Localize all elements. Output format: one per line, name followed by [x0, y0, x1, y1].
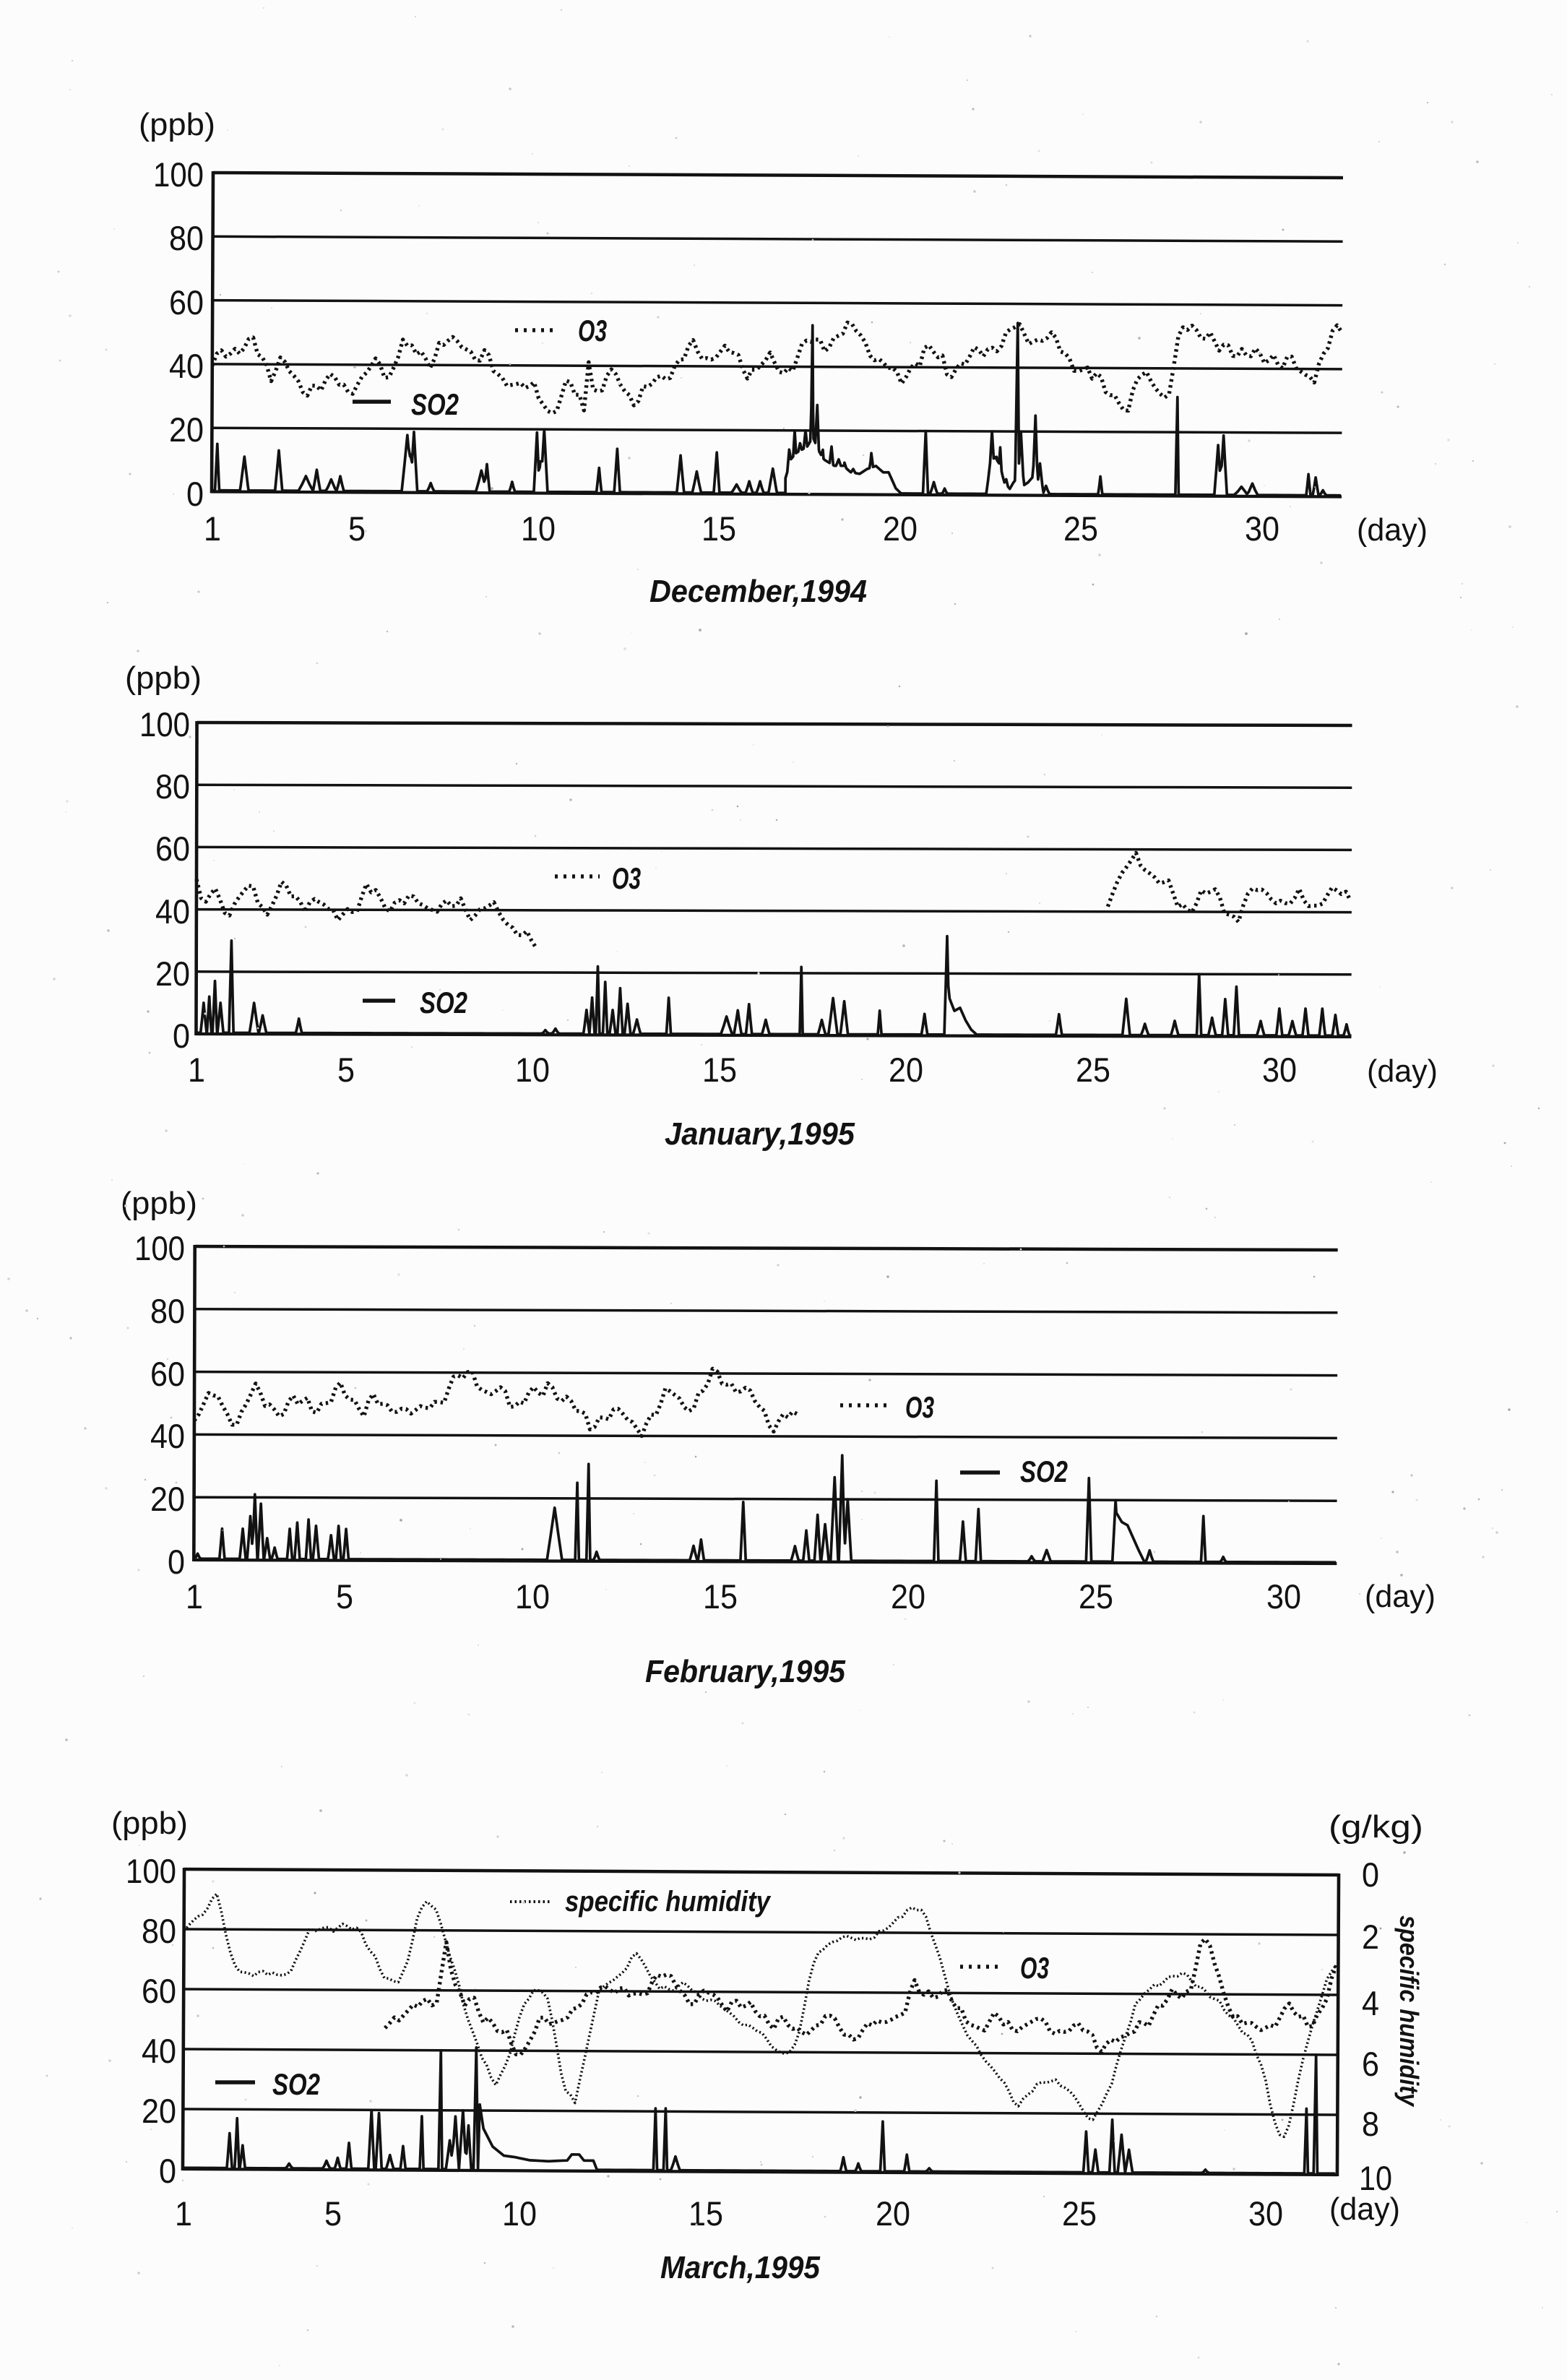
- svg-text:5: 5: [337, 1051, 355, 1089]
- svg-text:1: 1: [186, 1577, 203, 1616]
- svg-text:January,1995: January,1995: [665, 1116, 855, 1152]
- svg-text:20: 20: [150, 1480, 185, 1518]
- svg-text:25: 25: [1076, 1051, 1110, 1089]
- svg-text:80: 80: [169, 219, 204, 257]
- svg-text:60: 60: [142, 1972, 176, 2010]
- svg-text:(day): (day): [1365, 1579, 1436, 1614]
- svg-text:10: 10: [515, 1051, 550, 1089]
- svg-text:8: 8: [1362, 2105, 1379, 2143]
- svg-text:30: 30: [1248, 2194, 1283, 2233]
- svg-text:30: 30: [1245, 509, 1279, 548]
- svg-text:60: 60: [169, 283, 204, 322]
- svg-text:0: 0: [173, 1017, 190, 1055]
- svg-text:20: 20: [142, 2092, 176, 2130]
- svg-text:(day): (day): [1357, 512, 1428, 548]
- svg-text:40: 40: [150, 1417, 185, 1455]
- svg-text:specific humidity: specific humidity: [565, 1886, 772, 1918]
- svg-text:30: 30: [1266, 1577, 1301, 1616]
- svg-text:February,1995: February,1995: [645, 1654, 845, 1689]
- svg-text:0: 0: [186, 475, 204, 513]
- svg-text:10: 10: [1359, 2159, 1392, 2197]
- svg-text:60: 60: [150, 1355, 185, 1393]
- svg-text:SO2: SO2: [420, 986, 467, 1019]
- svg-text:15: 15: [703, 1577, 738, 1616]
- svg-text:0: 0: [1362, 1855, 1379, 1894]
- svg-text:20: 20: [169, 410, 204, 449]
- svg-text:O3: O3: [612, 861, 641, 895]
- svg-text:20: 20: [876, 2194, 910, 2233]
- svg-text:40: 40: [155, 892, 190, 931]
- svg-text:1: 1: [204, 509, 221, 548]
- svg-text:15: 15: [688, 2194, 723, 2233]
- svg-text:80: 80: [150, 1292, 185, 1330]
- svg-text:10: 10: [502, 2194, 537, 2233]
- svg-text:4: 4: [1362, 1984, 1379, 2022]
- svg-text:80: 80: [142, 1912, 176, 1950]
- svg-text:1: 1: [188, 1051, 205, 1089]
- svg-text:(ppb): (ppb): [111, 1806, 188, 1841]
- svg-text:O3: O3: [578, 314, 607, 348]
- svg-text:80: 80: [155, 767, 190, 806]
- svg-text:O3: O3: [1020, 1951, 1049, 1985]
- svg-text:10: 10: [521, 509, 556, 548]
- svg-text:SO2: SO2: [411, 387, 459, 421]
- svg-text:25: 25: [1062, 2194, 1097, 2233]
- svg-text:(ppb): (ppb): [121, 1186, 197, 1221]
- svg-text:(day): (day): [1329, 2191, 1400, 2227]
- svg-text:20: 20: [155, 954, 190, 993]
- svg-text:0: 0: [159, 2152, 176, 2190]
- svg-text:20: 20: [891, 1577, 925, 1616]
- svg-text:5: 5: [324, 2194, 342, 2233]
- svg-text:SO2: SO2: [272, 2067, 320, 2101]
- svg-text:5: 5: [336, 1577, 353, 1616]
- svg-text:60: 60: [155, 829, 190, 868]
- svg-text:0: 0: [168, 1543, 185, 1581]
- svg-text:30: 30: [1262, 1051, 1297, 1089]
- svg-text:20: 20: [883, 509, 918, 548]
- svg-text:(ppb): (ppb): [125, 660, 202, 696]
- svg-text:(day): (day): [1367, 1053, 1438, 1089]
- svg-text:(g/kg): (g/kg): [1329, 1809, 1423, 1845]
- svg-text:40: 40: [169, 347, 204, 385]
- svg-text:5: 5: [348, 509, 366, 548]
- svg-text:25: 25: [1063, 509, 1098, 548]
- svg-text:10: 10: [515, 1577, 550, 1616]
- svg-text:100: 100: [126, 1852, 176, 1890]
- svg-text:25: 25: [1079, 1577, 1113, 1616]
- svg-text:March,1995: March,1995: [660, 2250, 820, 2285]
- svg-text:20: 20: [889, 1051, 923, 1089]
- svg-text:6: 6: [1362, 2045, 1379, 2083]
- svg-text:specific humidity: specific humidity: [1394, 1915, 1424, 2108]
- svg-text:100: 100: [153, 155, 204, 194]
- svg-text:(ppb): (ppb): [139, 107, 215, 142]
- svg-text:SO2: SO2: [1020, 1454, 1068, 1488]
- svg-text:O3: O3: [905, 1390, 934, 1424]
- svg-text:1: 1: [175, 2194, 192, 2233]
- svg-text:100: 100: [134, 1229, 185, 1267]
- svg-text:100: 100: [139, 705, 190, 743]
- svg-text:15: 15: [702, 1051, 737, 1089]
- svg-text:15: 15: [702, 509, 736, 548]
- svg-text:2: 2: [1362, 1918, 1379, 1956]
- svg-text:40: 40: [142, 2032, 176, 2070]
- svg-text:December,1994: December,1994: [649, 574, 867, 609]
